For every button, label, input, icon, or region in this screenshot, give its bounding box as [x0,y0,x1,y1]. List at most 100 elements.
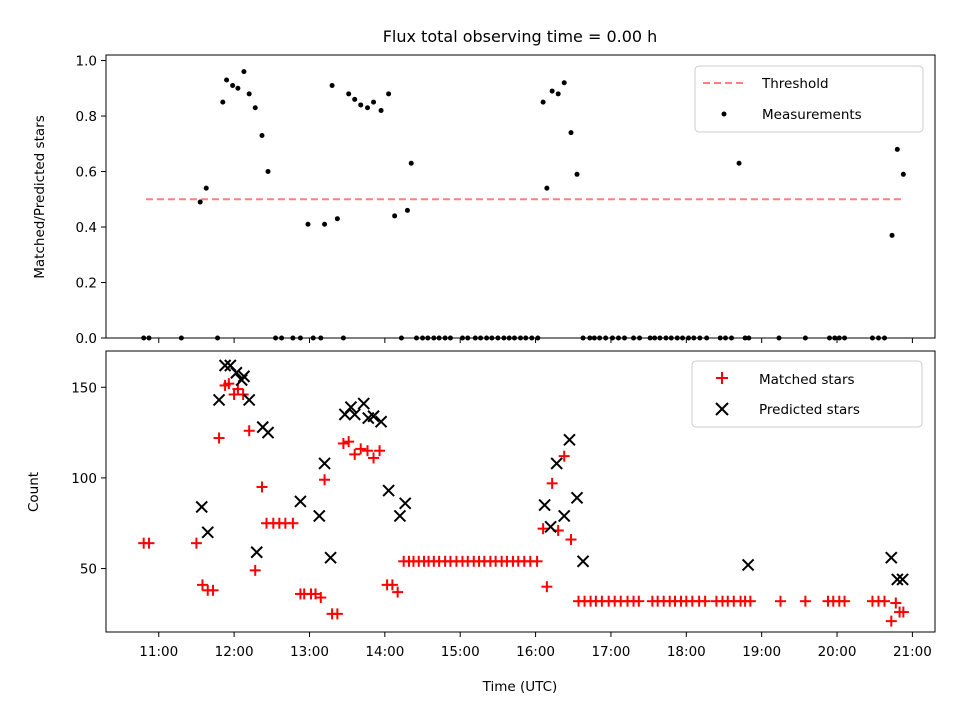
predicted-star-point [324,551,337,564]
predicted-star-point [242,393,256,407]
measurement-point [603,335,609,341]
measurement-point [802,335,808,341]
measurement-point [297,335,303,341]
measurement-point [340,335,346,341]
predicted-star-point [294,495,307,508]
predicted-star-stroke-b [393,509,407,523]
measurement-point [358,102,364,108]
measurement-point [305,221,311,227]
measurement-point [615,335,621,341]
measurement-point [622,335,628,341]
predicted-star-stroke-b [313,509,326,523]
matched-star-point [799,595,811,607]
measurement-point [371,99,377,105]
measurement-point [591,335,597,341]
matched-star-point [537,523,549,535]
measurement-point [511,335,517,341]
predicted-star-point [195,500,208,514]
measurement-point [555,91,561,97]
measurement-point [178,335,184,341]
x-tick-label: 21:00 [893,644,932,660]
measurement-point [447,335,453,341]
predicted-star-stroke-b [348,408,361,421]
predicted-star-stroke-b [570,491,584,505]
measurement-point [842,335,848,341]
matched-star-point [337,437,349,449]
measurement-point [668,335,674,341]
bottom-y-axis-label: Count [26,472,42,512]
predicted-star-stroke-b [382,484,395,497]
measurement-point [484,335,490,341]
matched-star-point [775,595,787,607]
matched-star-point [143,537,155,549]
measurement-point [746,335,752,341]
predicted-star-stroke-b [563,433,576,447]
predicted-star-point [318,457,331,470]
predicted-legend-swatch [715,402,729,416]
measurement-point [882,335,888,341]
measurement-point [290,335,296,341]
predicted-star-stroke-b [538,498,551,512]
measurement-point [235,85,241,91]
measurement-point [378,107,384,113]
predicted-star-point [261,426,275,439]
measurement-point [246,91,252,97]
measurement-point [826,335,832,341]
measurement-point [742,335,748,341]
predicted-star-stroke-b [896,573,909,586]
measurement-point [776,335,782,341]
measurement-point [141,335,147,341]
measurement-point [580,335,586,341]
predicted-star-point [344,400,358,414]
measurement-point [587,335,593,341]
measurement-point [889,232,895,238]
x-axis-label: Time (UTC) [482,679,558,695]
predicted-star-stroke-b [201,526,214,539]
matched-star-point [196,579,208,591]
measurement-point [398,335,404,341]
measurement-point [540,99,546,105]
measurement-point [518,335,523,341]
predicted-star-stroke-b [261,426,275,439]
measurement-point [489,335,495,341]
measurement-point [265,169,271,175]
measurement-point [875,335,881,341]
measurement-point [717,335,723,341]
matched-star-point [392,586,404,598]
x-tick-label: 16:00 [516,644,555,660]
predicted-star-point [398,497,412,510]
predicted-star-stroke-b [212,393,226,407]
matched-star-point [287,517,299,529]
predicted-star-point [558,509,571,523]
predicted-star-stroke-b [741,558,755,572]
measurement-point [230,83,236,89]
predicted-star-stroke-b [237,370,251,383]
measurement-point [704,335,710,341]
matched-star-point [541,581,553,593]
top-legend-box [694,65,924,133]
predicted-star-point [576,555,590,568]
measurement-point [686,335,692,341]
measurement-point [329,83,335,89]
x-tick-label: 20:00 [818,644,857,660]
predicted-star-stroke-b [242,393,256,407]
measurement-point [478,335,484,341]
predicted-star-stroke-b [224,359,237,372]
predicted-star-stroke-b [550,457,563,470]
measurement-point [197,199,203,205]
measurement-point [459,335,465,341]
measurement-point [425,335,431,341]
predicted-star-point [367,410,380,423]
predicted-star-point [885,551,898,564]
matched-star-point [319,474,331,486]
measurement-point [894,146,900,152]
x-tick-label: 14:00 [365,644,404,660]
measurement-point [549,88,555,94]
top-y-tick-label: 1.0 [76,54,97,70]
matched-star-point [315,592,327,604]
predicted-star-stroke-b [398,497,412,510]
matched-star-point [349,448,361,460]
top-y-axis-label: Matched/Predicted stars [32,115,48,278]
predicted-legend-label: Predicted stars [759,402,860,418]
matched-star-point [565,534,577,546]
